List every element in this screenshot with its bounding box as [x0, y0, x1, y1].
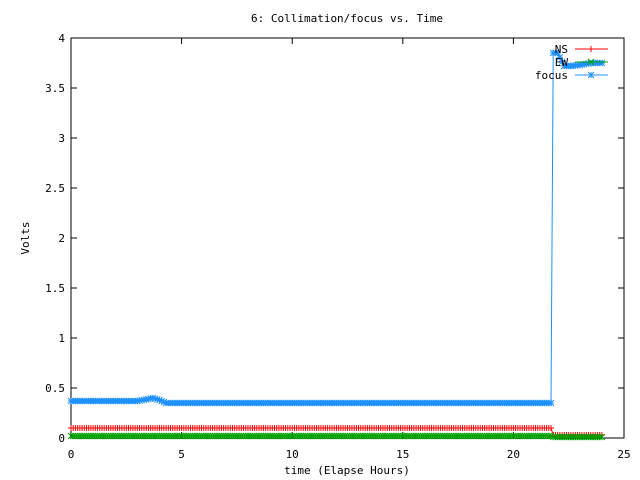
- x-tick-label: 15: [396, 448, 409, 461]
- series-line: [71, 52, 602, 404]
- data-point: [547, 399, 555, 407]
- x-axis-label: time (Elapse Hours): [284, 464, 410, 477]
- y-axis-label: Volts: [19, 221, 32, 254]
- y-tick-label: 1: [58, 332, 65, 345]
- x-tick-label: 10: [286, 448, 299, 461]
- legend-label: focus: [535, 69, 568, 82]
- legend-marker: [588, 46, 594, 52]
- data-point: [598, 433, 606, 441]
- y-tick-label: 1.5: [45, 282, 65, 295]
- x-tick-label: 25: [617, 448, 630, 461]
- legend-label: EW: [555, 56, 569, 69]
- series-ns: [68, 425, 605, 438]
- y-tick-label: 0: [58, 432, 65, 445]
- y-tick-label: 4: [58, 32, 65, 45]
- x-tick-label: 20: [507, 448, 520, 461]
- x-tick-label: 0: [68, 448, 75, 461]
- plot-frame: [70, 37, 625, 439]
- legend-marker: [587, 58, 595, 66]
- data-point: [558, 58, 566, 66]
- y-tick-label: 0.5: [45, 382, 65, 395]
- series-layer: [67, 49, 606, 441]
- series-ew: [67, 432, 606, 441]
- x-tick-label: 5: [178, 448, 185, 461]
- data-point: [596, 433, 604, 441]
- series-focus: [67, 49, 606, 407]
- y-tick-label: 3: [58, 132, 65, 145]
- y-tick-label: 2: [58, 232, 65, 245]
- data-point: [598, 59, 606, 67]
- y-tick-label: 3.5: [45, 82, 65, 95]
- legend-label: NS: [555, 43, 568, 56]
- y-tick-label: 2.5: [45, 182, 65, 195]
- axis-ticks: 0 5 10 15 20 25 0 0.5 1 1.5 2 2.5 3 3.5 4: [45, 32, 631, 461]
- chart-title: 6: Collimation/focus vs. Time: [251, 12, 443, 25]
- data-point: [548, 425, 555, 431]
- legend-marker: [587, 71, 595, 79]
